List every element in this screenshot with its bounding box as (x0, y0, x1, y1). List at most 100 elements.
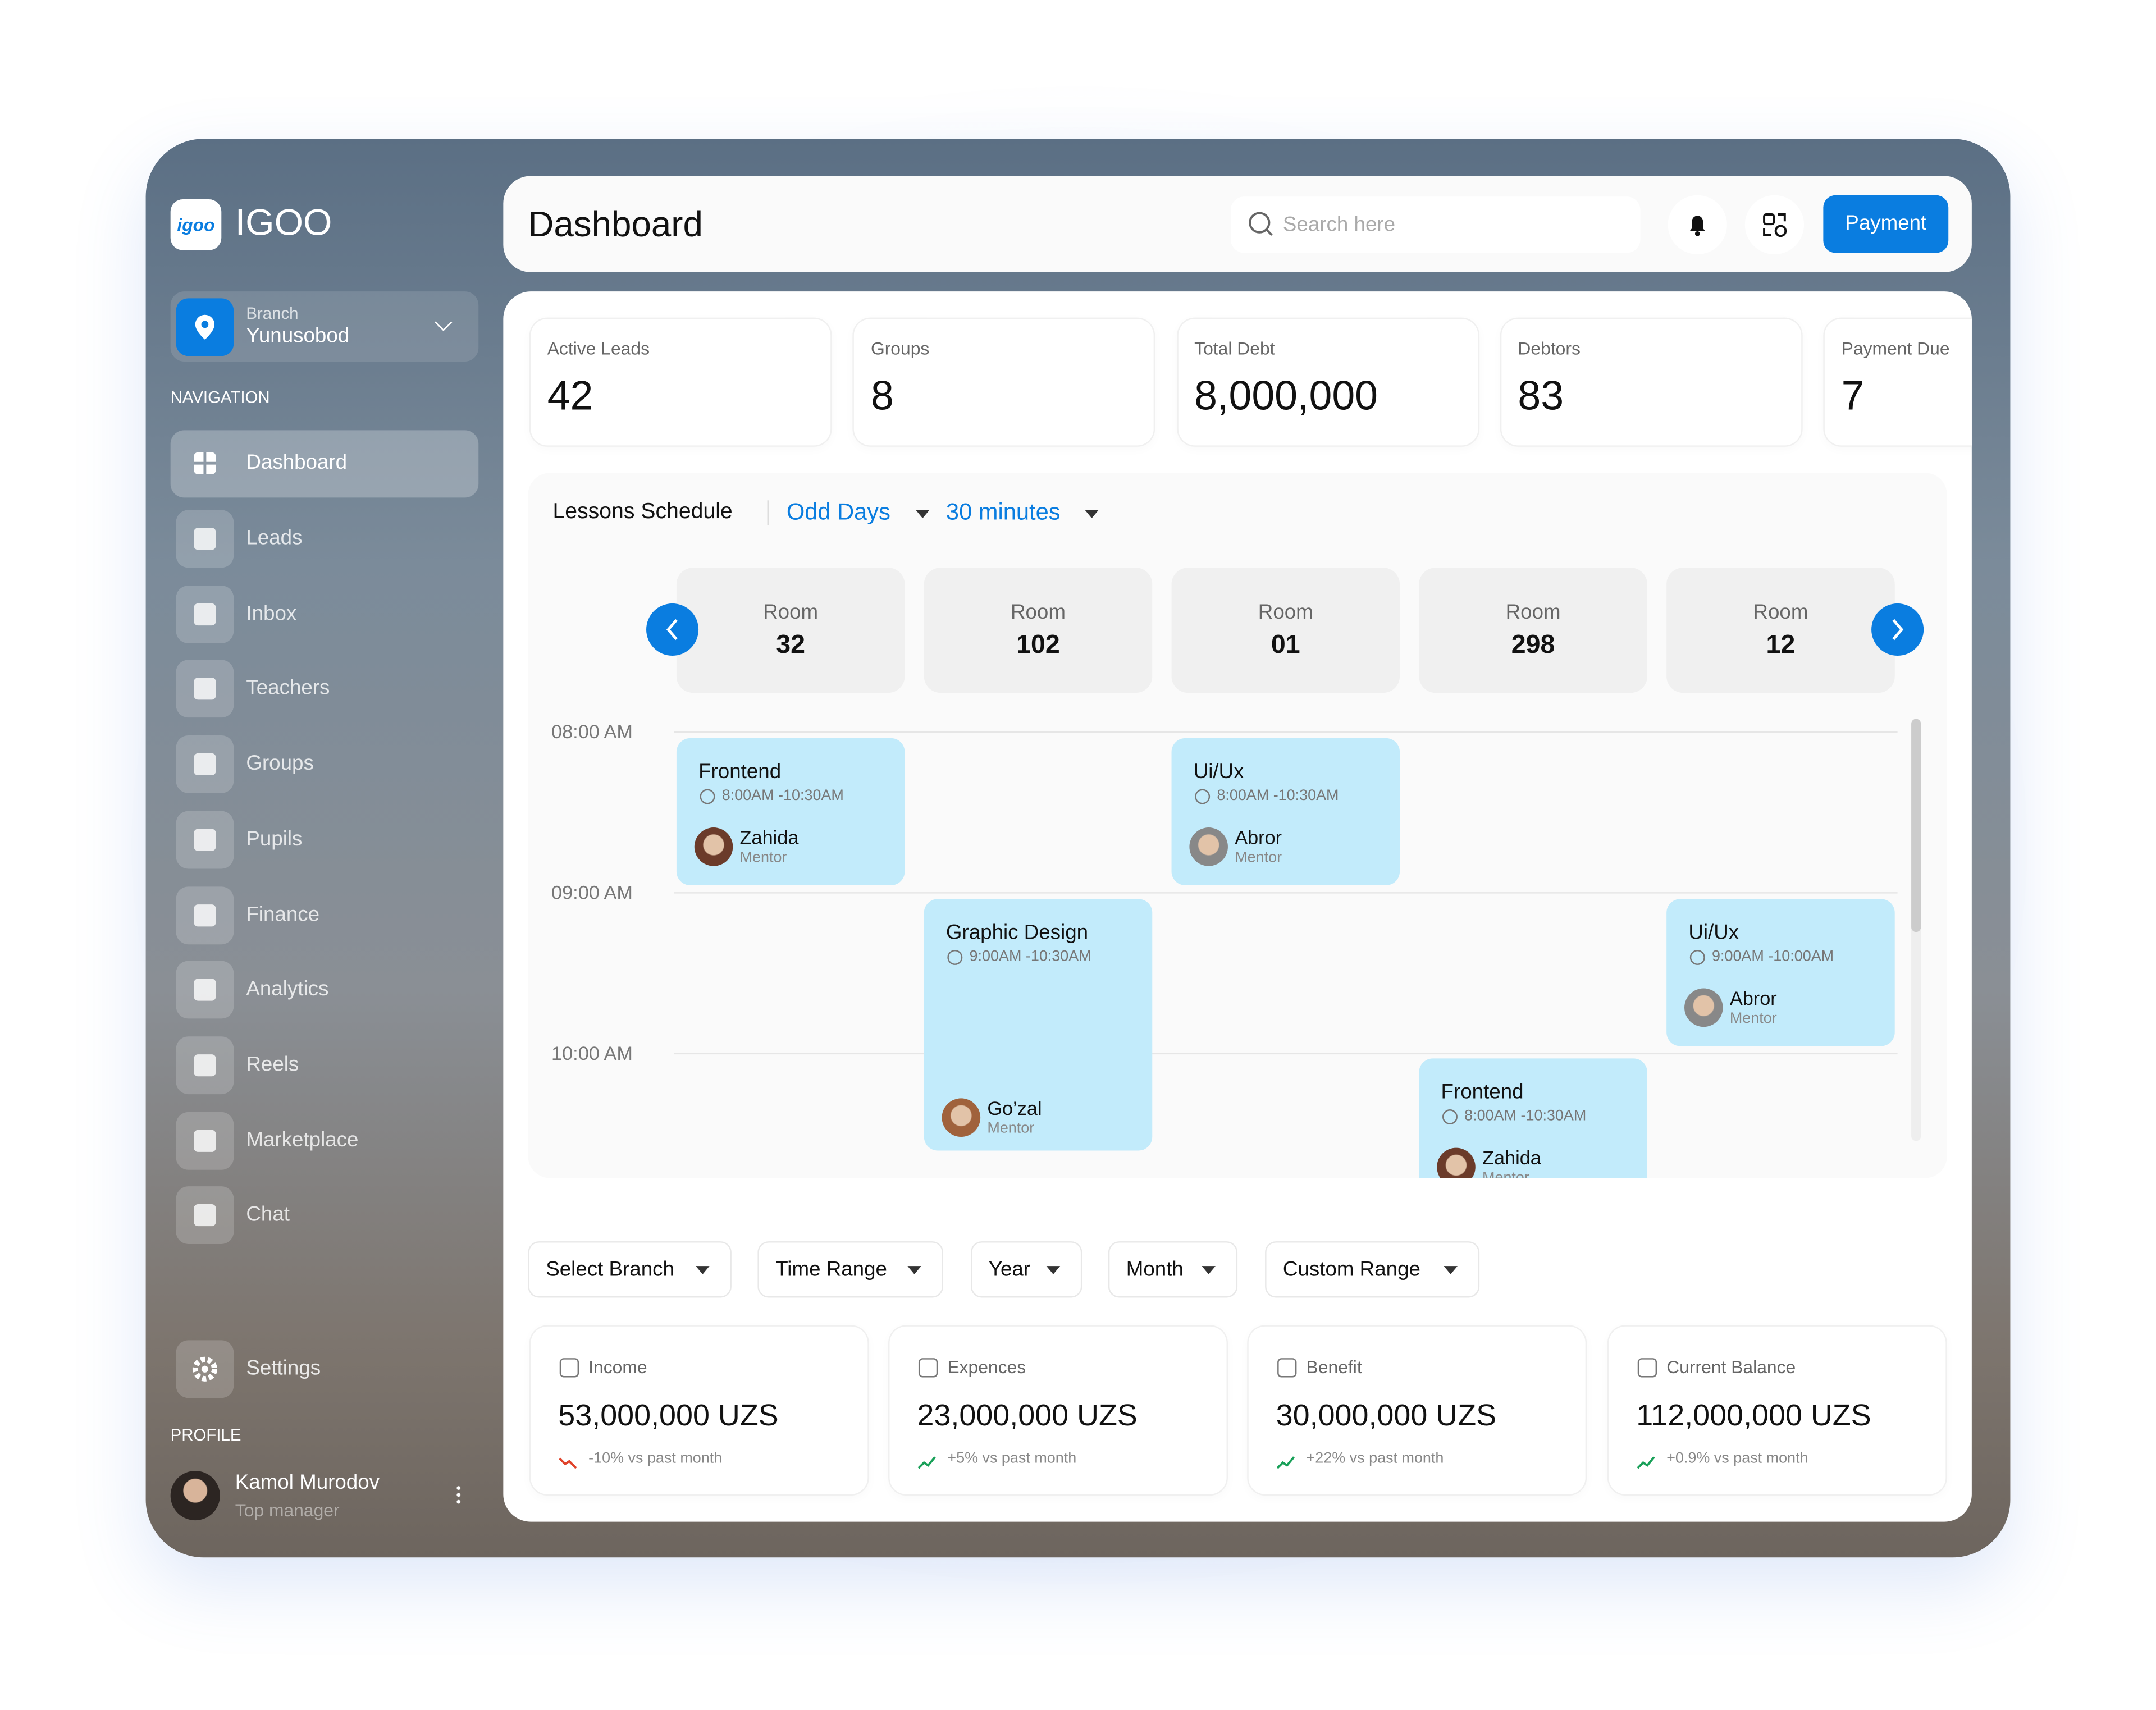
trend-icon (917, 1452, 936, 1469)
mentor-name: Abror (1235, 826, 1282, 848)
stat-label: Debtors (1518, 338, 1581, 359)
scrollbar-thumb[interactable] (1911, 719, 1921, 932)
finance-value: 53,000,000 UZS (558, 1398, 779, 1433)
mentor-name: Go’zal (987, 1096, 1042, 1119)
nav-icon (176, 1036, 234, 1095)
filter-dropdown[interactable] (970, 1241, 1082, 1298)
nav-icon (176, 811, 234, 869)
room-number: 12 (1766, 630, 1796, 660)
mentor-avatar (1684, 988, 1723, 1027)
settings[interactable]: Settings (246, 1356, 321, 1380)
room-card (924, 568, 1153, 693)
hour-line (674, 1053, 1898, 1055)
filter-dropdown[interactable] (1108, 1241, 1238, 1298)
dropdown-caret (1046, 1266, 1061, 1274)
profile-title: PROFILE (170, 1425, 241, 1445)
mentor-role: Mentor (1482, 1170, 1529, 1178)
schedule-title: Lessons Schedule (552, 500, 733, 524)
nav-icon (176, 886, 234, 945)
nav-item[interactable]: Analytics (246, 977, 329, 1001)
room-number: 102 (1016, 630, 1060, 660)
stat-value: 42 (547, 374, 593, 419)
room-label: Room (1010, 601, 1066, 624)
dropdown-caret (696, 1266, 710, 1274)
nav-icon (176, 660, 234, 718)
room-nav-arrow[interactable] (1871, 603, 1924, 656)
lesson-time: 8:00AM -10:30AM (1464, 1108, 1587, 1124)
finance-label: Benefit (1306, 1356, 1362, 1378)
trend-icon (1276, 1452, 1295, 1469)
finance-label: Current Balance (1666, 1356, 1796, 1378)
room-card (1666, 568, 1895, 693)
nav-item[interactable]: Chat (246, 1203, 290, 1227)
days-selector[interactable]: Odd Days (786, 499, 890, 525)
stat-label: Payment Due (1841, 338, 1950, 359)
room-card (1171, 568, 1400, 693)
lesson-title: Graphic Design (945, 921, 1089, 945)
room-label: Room (1753, 601, 1808, 624)
stat-value: 8 (870, 374, 894, 419)
payment-button[interactable]: Payment (1823, 195, 1949, 253)
brand-name: IGOO (235, 202, 332, 244)
finance-icon (1277, 1358, 1297, 1378)
search-placeholder: Search here (1282, 213, 1396, 237)
room-number: 298 (1511, 630, 1555, 660)
nav-item[interactable]: Leads (246, 526, 303, 550)
separator (767, 500, 769, 525)
branch-name: Yunusobod (246, 324, 350, 348)
nav-item[interactable]: Pupils (246, 827, 303, 851)
room-label: Room (1505, 601, 1561, 624)
nav-item[interactable]: Inbox (246, 602, 297, 626)
finance-change: +5% vs past month (947, 1450, 1077, 1467)
profile-name: Kamol Murodov (235, 1471, 380, 1494)
nav-item[interactable]: Dashboard (246, 451, 348, 474)
mentor-name: Zahida (739, 826, 799, 848)
dropdown-caret (916, 510, 930, 519)
mentor-avatar (694, 827, 733, 866)
nav-icon (176, 961, 234, 1019)
mentor-name: Abror (1729, 987, 1777, 1009)
mentor-role: Mentor (1729, 1010, 1777, 1027)
stat-label: Active Leads (547, 338, 650, 359)
mentor-role: Mentor (739, 849, 787, 866)
finance-card (1248, 1326, 1586, 1494)
stat-card (1501, 319, 1801, 446)
lesson-time: 8:00AM -10:30AM (721, 788, 844, 804)
notifications[interactable] (1668, 195, 1727, 254)
clock-icon (1689, 949, 1705, 965)
mentor-role: Mentor (1235, 849, 1282, 866)
mentor-avatar (942, 1098, 981, 1137)
finance-value: 30,000,000 UZS (1276, 1398, 1497, 1433)
search-box[interactable] (1230, 196, 1641, 253)
filter-dropdown[interactable] (1265, 1241, 1480, 1298)
nav-icon (176, 586, 234, 643)
room-label: Room (1258, 601, 1313, 624)
finance-card (531, 1326, 868, 1494)
finance-icon (559, 1358, 579, 1378)
nav-item[interactable]: Finance (246, 903, 320, 927)
lesson-title: Ui/Ux (1193, 760, 1244, 784)
main-panel: Active Leads 42 Groups 8 Total Debt 8,000,000… (503, 291, 1972, 1522)
nav-item[interactable]: Reels (246, 1053, 299, 1077)
trend-icon (1636, 1452, 1655, 1469)
dropdown-caret (1444, 1266, 1458, 1274)
finance-change: -10% vs past month (588, 1450, 723, 1467)
nav-item[interactable]: Teachers (246, 676, 330, 700)
room-nav-arrow[interactable] (646, 603, 699, 656)
finance-label: Income (588, 1356, 647, 1378)
interval-selector[interactable]: 30 minutes (945, 499, 1061, 525)
stat-label: Groups (870, 338, 930, 359)
settings-icon (176, 1340, 234, 1398)
nav-item[interactable]: Groups (246, 752, 314, 776)
branch-label: Branch (246, 304, 299, 323)
profile-menu[interactable] (456, 1484, 461, 1504)
nav-icon (176, 510, 234, 568)
dropdown-caret (1202, 1266, 1216, 1274)
switch-icon[interactable] (1744, 195, 1805, 254)
finance-card (889, 1326, 1227, 1494)
stat-card (1825, 319, 1972, 446)
nav-item[interactable]: Marketplace (246, 1128, 359, 1152)
lesson-time: 8:00AM -10:30AM (1217, 788, 1339, 804)
mentor-avatar (1189, 827, 1228, 866)
